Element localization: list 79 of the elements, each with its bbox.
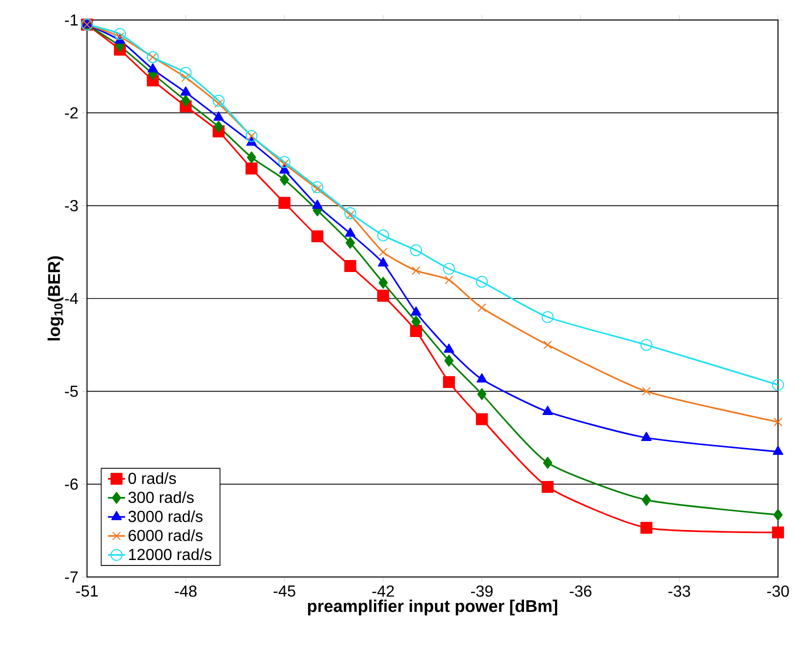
point bbox=[773, 508, 783, 521]
point bbox=[477, 388, 486, 400]
point bbox=[181, 94, 190, 107]
x-tick-label: -36 bbox=[570, 586, 592, 597]
point bbox=[543, 456, 552, 469]
point bbox=[181, 73, 190, 82]
legend-label: 6000 rad/s bbox=[128, 529, 203, 542]
x-tick-label: -51 bbox=[76, 586, 98, 597]
point bbox=[444, 276, 454, 284]
y-axis-title: log$_{10}$(BER) bbox=[48, 256, 64, 340]
point bbox=[442, 376, 455, 388]
legend-label: 3000 rad/s bbox=[128, 510, 203, 522]
point bbox=[412, 266, 420, 276]
point bbox=[378, 276, 388, 289]
point bbox=[411, 316, 421, 328]
point bbox=[278, 196, 290, 209]
point bbox=[212, 94, 225, 107]
point bbox=[542, 311, 554, 324]
point bbox=[344, 228, 356, 237]
point bbox=[180, 86, 191, 96]
x-tick-label: -45 bbox=[274, 586, 296, 597]
point bbox=[641, 432, 652, 441]
point bbox=[180, 66, 192, 79]
point bbox=[311, 181, 324, 194]
point bbox=[278, 156, 290, 168]
point bbox=[477, 303, 486, 312]
x-tick-label: -30 bbox=[767, 586, 789, 597]
point bbox=[476, 276, 488, 288]
point bbox=[772, 526, 784, 538]
y-tick-label: -2 bbox=[65, 107, 78, 118]
point bbox=[279, 164, 290, 174]
point bbox=[214, 120, 224, 133]
point bbox=[640, 338, 652, 351]
point bbox=[774, 418, 782, 426]
point bbox=[642, 494, 651, 506]
point bbox=[148, 63, 158, 72]
point bbox=[772, 446, 784, 455]
point bbox=[280, 174, 290, 186]
point bbox=[246, 151, 256, 164]
point bbox=[410, 306, 422, 316]
point bbox=[543, 340, 552, 350]
point bbox=[116, 32, 124, 42]
y-tick-label: -5 bbox=[65, 386, 78, 397]
y-tick-label: -6 bbox=[65, 478, 78, 490]
point bbox=[410, 325, 422, 337]
point bbox=[542, 480, 554, 493]
x-tick-label: -48 bbox=[174, 586, 197, 597]
point bbox=[542, 406, 553, 415]
legend-label: 12000 rad/s bbox=[129, 548, 212, 560]
point bbox=[444, 354, 454, 367]
x-axis-title: preamplifier input power [dBm] bbox=[308, 600, 558, 616]
y-tick-label: -1 bbox=[65, 14, 78, 26]
point bbox=[378, 257, 388, 266]
point bbox=[246, 162, 258, 175]
y-tick-label: -4 bbox=[65, 293, 78, 304]
legend-label: 300 rad/s bbox=[128, 491, 194, 504]
x-tick-label: -33 bbox=[668, 586, 690, 597]
point bbox=[312, 200, 323, 209]
point bbox=[114, 28, 126, 40]
point bbox=[377, 229, 390, 242]
point bbox=[311, 230, 324, 242]
point bbox=[377, 290, 390, 302]
x-tick-label: -39 bbox=[471, 586, 493, 597]
point bbox=[442, 262, 455, 275]
point bbox=[213, 111, 224, 121]
y-tick-label: -7 bbox=[65, 572, 78, 582]
point bbox=[346, 236, 355, 249]
point bbox=[640, 522, 652, 534]
point bbox=[642, 386, 651, 396]
point bbox=[410, 244, 422, 256]
point bbox=[344, 207, 356, 220]
legend-label: 0 rad/s bbox=[128, 472, 176, 484]
point bbox=[344, 260, 356, 272]
point bbox=[476, 373, 488, 383]
point bbox=[444, 344, 454, 353]
point bbox=[476, 413, 488, 426]
y-tick-label: -3 bbox=[65, 200, 78, 212]
x-tick-label: -42 bbox=[372, 586, 394, 597]
point bbox=[772, 378, 784, 391]
